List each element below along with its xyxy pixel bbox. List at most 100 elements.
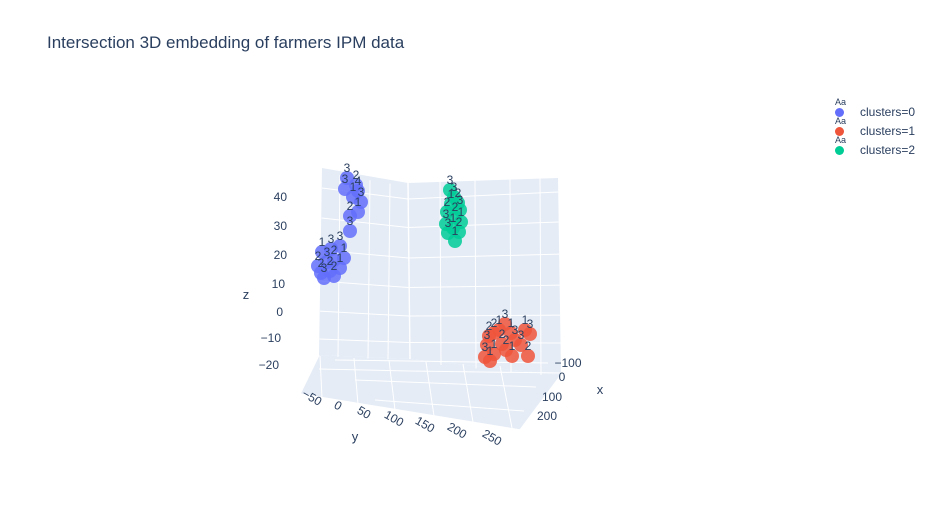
x-tick-label: 100 bbox=[542, 390, 562, 404]
grid-z-right bbox=[408, 370, 562, 374]
point-label: 1 bbox=[341, 241, 348, 255]
x-tick-label: 200 bbox=[537, 409, 557, 423]
legend-label: clusters=0 bbox=[860, 105, 916, 119]
point-label: 1 bbox=[337, 251, 344, 265]
point-label: 2 bbox=[331, 243, 338, 257]
y-tick-label: 150 bbox=[413, 413, 438, 435]
point-label: 2 bbox=[499, 327, 506, 341]
point-label: 2 bbox=[318, 256, 325, 270]
grid-v-left bbox=[367, 180, 371, 359]
point-label: 3 bbox=[447, 173, 454, 187]
point-label: 3 bbox=[347, 214, 354, 228]
grid-v-right bbox=[474, 179, 477, 369]
back-wall-left bbox=[319, 168, 410, 359]
grid-z-left bbox=[321, 187, 409, 200]
z-tick-label: −20 bbox=[259, 358, 280, 372]
data-point[interactable] bbox=[317, 271, 331, 285]
point-label: 1 bbox=[508, 316, 515, 330]
x-tick-label: −100 bbox=[554, 356, 581, 370]
point-label: 2 bbox=[444, 195, 451, 209]
point-label: 3 bbox=[337, 229, 344, 243]
grid-z-right bbox=[408, 221, 559, 228]
x-tick-label: 0 bbox=[559, 370, 566, 384]
legend-item[interactable]: Aa clusters=0 bbox=[832, 97, 932, 119]
point-label: 1 bbox=[355, 195, 362, 209]
point-label: 3 bbox=[457, 193, 464, 207]
grid-z-right bbox=[408, 253, 560, 259]
data-point[interactable] bbox=[505, 349, 519, 363]
legend-symbol: Aa bbox=[835, 135, 847, 145]
grid-floor-x bbox=[374, 399, 525, 412]
point-label: 1 bbox=[491, 337, 498, 351]
point-label: 3 bbox=[358, 185, 365, 199]
legend-label: clusters=2 bbox=[860, 143, 916, 157]
point-label: 2 bbox=[456, 215, 463, 229]
point-label: 3 bbox=[328, 232, 335, 246]
point-label: 3 bbox=[321, 261, 328, 275]
x-axis-title: x bbox=[597, 382, 604, 397]
point-label: 2 bbox=[491, 316, 498, 330]
point-label: 3 bbox=[342, 172, 349, 186]
point-label: 1 bbox=[450, 211, 457, 225]
grid-floor-y bbox=[499, 365, 513, 429]
point-label: 2 bbox=[452, 200, 459, 214]
data-point[interactable] bbox=[448, 234, 462, 248]
data-point[interactable] bbox=[343, 224, 357, 238]
y-tick-label: 250 bbox=[480, 426, 505, 448]
point-label: 3 bbox=[451, 180, 458, 194]
legend-marker-icon bbox=[835, 108, 844, 117]
point-label: 3 bbox=[502, 307, 509, 321]
z-axis-title: z bbox=[243, 287, 250, 302]
point-label: 1 bbox=[452, 224, 459, 238]
point-label: 3 bbox=[443, 207, 450, 221]
grid-z-left bbox=[321, 217, 409, 228]
grid-floor-y bbox=[353, 357, 359, 405]
legend-label: clusters=1 bbox=[860, 124, 916, 138]
point-label: 2 bbox=[503, 333, 510, 347]
grid-floor-y bbox=[462, 363, 474, 423]
point-label: 1 bbox=[522, 313, 529, 327]
grid-v-left bbox=[387, 183, 391, 360]
data-point[interactable] bbox=[514, 338, 528, 352]
y-tick-label: 200 bbox=[445, 419, 470, 441]
point-label: 1 bbox=[448, 187, 455, 201]
grid-z-left bbox=[318, 368, 410, 372]
point-label: 1 bbox=[458, 205, 465, 219]
z-tick-label: 40 bbox=[274, 190, 288, 204]
point-label: 3 bbox=[344, 161, 351, 175]
point-label: 2 bbox=[315, 249, 322, 263]
legend-marker-icon bbox=[835, 146, 844, 155]
grid-z-left bbox=[319, 338, 409, 344]
legend-symbol: Aa bbox=[835, 97, 847, 107]
grid-z-right bbox=[407, 191, 559, 200]
data-point[interactable] bbox=[523, 327, 537, 341]
point-label: 2 bbox=[486, 319, 493, 333]
data-point[interactable] bbox=[343, 209, 357, 223]
legend-item[interactable]: Aa clusters=1 bbox=[832, 116, 932, 138]
legend-item[interactable]: Aa clusters=2 bbox=[832, 135, 932, 157]
grid-floor-y bbox=[425, 361, 435, 417]
data-point[interactable] bbox=[521, 349, 535, 363]
z-tick-label: 20 bbox=[274, 248, 288, 262]
point-label: 1 bbox=[487, 344, 494, 358]
z-tick-label: 30 bbox=[274, 219, 288, 233]
point-label: 2 bbox=[327, 254, 334, 268]
data-point[interactable] bbox=[483, 354, 497, 368]
point-label: 2 bbox=[347, 199, 354, 213]
point-label: 3 bbox=[527, 317, 534, 331]
point-label: 4 bbox=[355, 174, 362, 188]
point-label: 3 bbox=[512, 323, 519, 337]
grid-z-left bbox=[319, 310, 409, 317]
point-label: 1 bbox=[319, 235, 326, 249]
point-label: 3 bbox=[484, 328, 491, 342]
point-label: 3 bbox=[518, 328, 525, 342]
y-tick-label: 50 bbox=[355, 403, 374, 422]
axis-lines bbox=[299, 182, 562, 431]
y-axis-title: y bbox=[352, 429, 359, 444]
grid-floor-y bbox=[319, 355, 323, 399]
